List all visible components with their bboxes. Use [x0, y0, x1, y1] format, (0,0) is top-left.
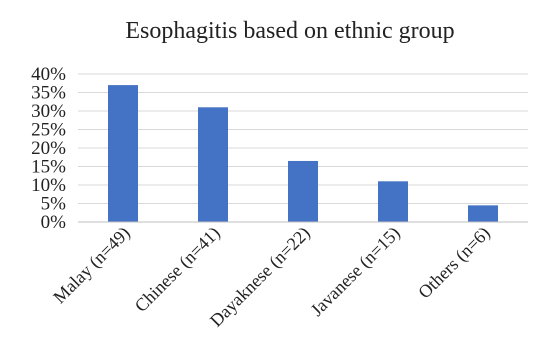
y-tick-label: 10% — [31, 175, 66, 196]
y-tick-label: 40% — [31, 64, 66, 85]
y-tick-label: 20% — [31, 138, 66, 159]
bars — [108, 85, 498, 222]
chart-title: Esophagitis based on ethnic group — [125, 18, 454, 44]
y-tick-label: 0% — [41, 212, 67, 233]
x-tick-label: Dayaknese (n=22) — [206, 223, 315, 332]
y-tick-label: 30% — [31, 101, 66, 122]
y-tick-label: 35% — [31, 83, 66, 104]
x-tick-label: Others (n=6) — [414, 223, 494, 303]
bar — [468, 205, 498, 222]
y-axis-ticks: 0%5%10%15%20%25%30%35%40% — [31, 64, 66, 233]
bar — [198, 107, 228, 222]
bar — [378, 181, 408, 222]
bar — [288, 160, 318, 222]
x-tick-label: Javanese (n=15) — [307, 223, 405, 321]
y-tick-label: 25% — [31, 120, 66, 141]
y-tick-label: 15% — [31, 157, 66, 178]
x-tick-label: Malay (n=49) — [49, 223, 134, 308]
x-axis-ticks: Malay (n=49)Chinese (n=41)Dayaknese (n=2… — [49, 223, 494, 332]
x-tick-label: Chinese (n=41) — [131, 223, 225, 317]
bar — [108, 85, 138, 222]
y-tick-label: 5% — [41, 194, 67, 215]
